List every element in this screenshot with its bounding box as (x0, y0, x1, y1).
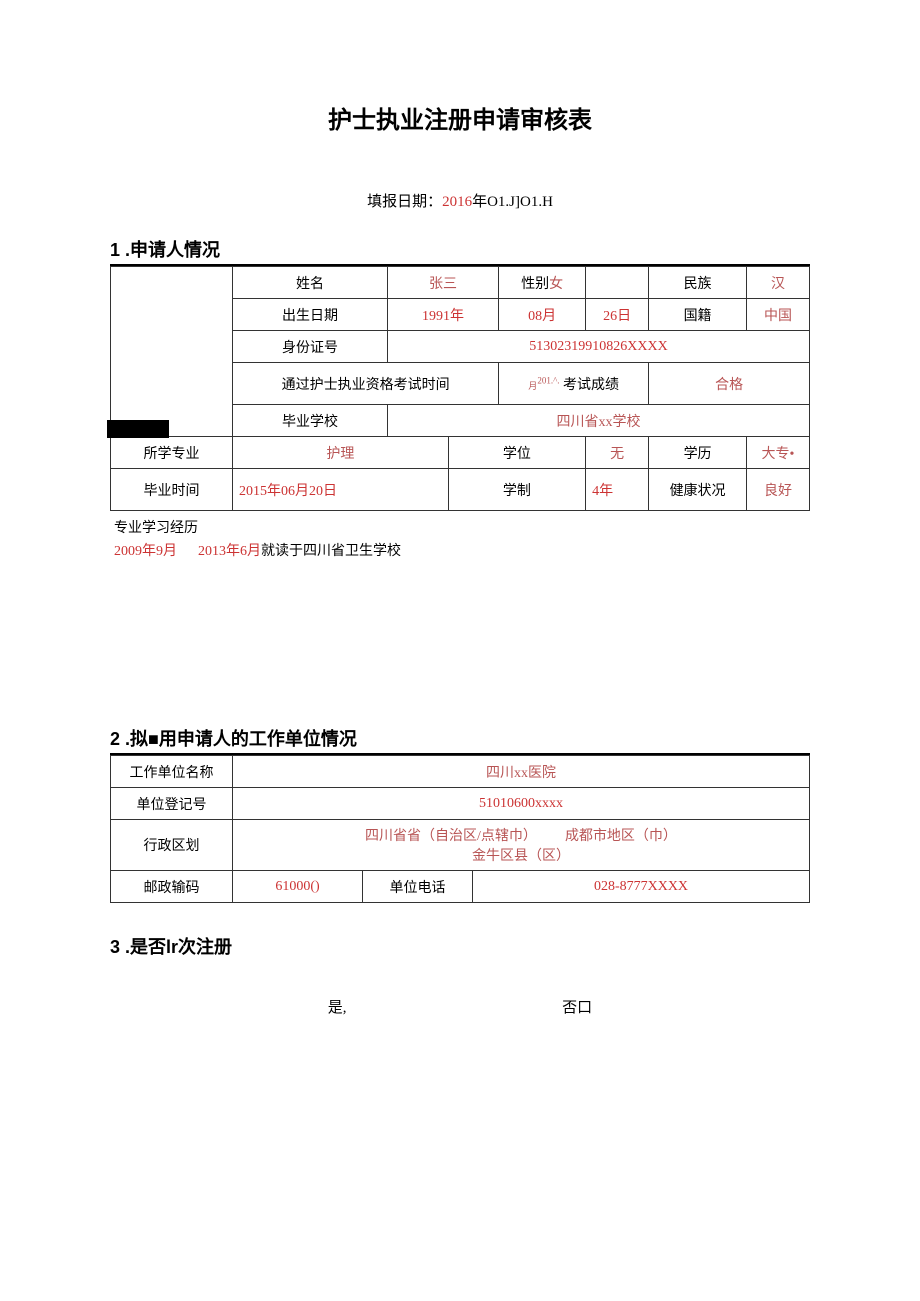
edu-level-value: 大专• (746, 437, 809, 469)
zip-value: 61000() (233, 871, 363, 903)
health-label: 健康状况 (649, 469, 747, 511)
edu-history-label: 专业学习经历 (110, 517, 810, 537)
photo-placeholder (111, 267, 233, 437)
region-label: 行政区划 (111, 820, 233, 871)
choice-yes: 是, (328, 996, 347, 1017)
exam-time-pre: 月 (528, 381, 537, 391)
section2-header: 2 .拟■用申请人的工作单位情况 (110, 725, 810, 755)
table-row: 毕业时间 2015年06月20日 学制 4年 健康状况 良好 (111, 469, 810, 511)
applicant-info-table: 姓名 张三 性别女 民族 汉 出生日期 1991年 08月 26日 国籍 中国 … (110, 266, 810, 511)
choice-no: 否口 (562, 996, 592, 1017)
degree-value: 无 (586, 437, 649, 469)
exam-time-label: 通过护士执业资格考试时间 (233, 363, 499, 405)
reg-no-value: 51010600xxxx (233, 788, 810, 820)
exam-score-label: 考试成绩 (563, 378, 619, 393)
section3-header: 3 .是否lr次注册 (110, 933, 810, 961)
spacer (110, 560, 810, 725)
edu-level-label: 学历 (649, 437, 747, 469)
region-city: 成都市地区（巾） (565, 829, 677, 844)
id-label: 身份证号 (233, 331, 388, 363)
grad-time-label: 毕业时间 (111, 469, 233, 511)
birth-year: 1991年 (387, 299, 498, 331)
table-row: 行政区划 四川省省（自治区/点辖巾） 成都市地区（巾） 金牛区县（区） (111, 820, 810, 871)
school-label: 毕业学校 (233, 405, 388, 437)
report-date-line: 填报日期：2016年O1.J]O1.H (110, 190, 810, 211)
major-value: 护理 (233, 437, 449, 469)
spacer (110, 903, 810, 933)
table-row: 邮政输码 61000() 单位电话 028-8777XXXX (111, 871, 810, 903)
ethnic-value: 汉 (746, 267, 809, 299)
table-row: 姓名 张三 性别女 民族 汉 (111, 267, 810, 299)
study-years-label: 学制 (448, 469, 585, 511)
report-date-year: 2016 (442, 194, 472, 210)
birth-day: 26日 (586, 299, 649, 331)
region-province: 四川省省（自治区/点辖巾） (365, 829, 537, 844)
report-date-suffix: 年O1.J]O1.H (472, 194, 553, 210)
table-row: 单位登记号 51010600xxxx (111, 788, 810, 820)
work-unit-table: 工作单位名称 四川xx医院 单位登记号 51010600xxxx 行政区划 四川… (110, 755, 810, 903)
document-title: 护士执业注册申请审核表 (110, 100, 810, 135)
phone-label: 单位电话 (363, 871, 473, 903)
study-years-value: 4年 (586, 469, 649, 511)
exam-time-score-cell: 月201.^. 考试成绩 (499, 363, 649, 405)
degree-label: 学位 (448, 437, 585, 469)
exam-score-value: 合格 (649, 363, 810, 405)
first-reg-choices: 是, 否口 (110, 996, 810, 1017)
exam-time-sup: 201.^. (537, 375, 559, 385)
nationality-value: 中国 (746, 299, 809, 331)
nationality-label: 国籍 (649, 299, 747, 331)
edu-history-line: 2009年9月 2013年6月就读于四川省卫生学校 (110, 540, 810, 560)
region-value: 四川省省（自治区/点辖巾） 成都市地区（巾） 金牛区县（区） (233, 820, 810, 871)
name-label: 姓名 (233, 267, 388, 299)
birth-month: 08月 (499, 299, 586, 331)
school-value: 四川省xx学校 (387, 405, 809, 437)
unit-name-value: 四川xx医院 (233, 756, 810, 788)
table-row: 工作单位名称 四川xx医院 (111, 756, 810, 788)
edu-history-end: 2013年6月 (198, 544, 261, 559)
table-row: 所学专业 护理 学位 无 学历 大专• (111, 437, 810, 469)
major-label: 所学专业 (111, 437, 233, 469)
gender-value: 女 (549, 277, 563, 292)
unit-name-label: 工作单位名称 (111, 756, 233, 788)
id-value: 51302319910826XXXX (387, 331, 809, 363)
section1-header: 1 .申请人情况 (110, 236, 810, 266)
health-value: 良好 (746, 469, 809, 511)
report-date-prefix: 填报日期： (367, 194, 442, 210)
name-value: 张三 (387, 267, 498, 299)
birth-label: 出生日期 (233, 299, 388, 331)
grad-time-value: 2015年06月20日 (233, 469, 449, 511)
gender-label: 性别 (521, 277, 549, 292)
edu-history-text: 就读于四川省卫生学校 (261, 544, 401, 559)
edu-history-start: 2009年9月 (114, 544, 177, 559)
black-bar (107, 420, 169, 438)
region-district: 金牛区县（区） (472, 849, 570, 864)
ethnic-label: 民族 (649, 267, 747, 299)
gender-label-cell: 性别女 (499, 267, 586, 299)
zip-label: 邮政输码 (111, 871, 233, 903)
phone-value: 028-8777XXXX (473, 871, 810, 903)
reg-no-label: 单位登记号 (111, 788, 233, 820)
